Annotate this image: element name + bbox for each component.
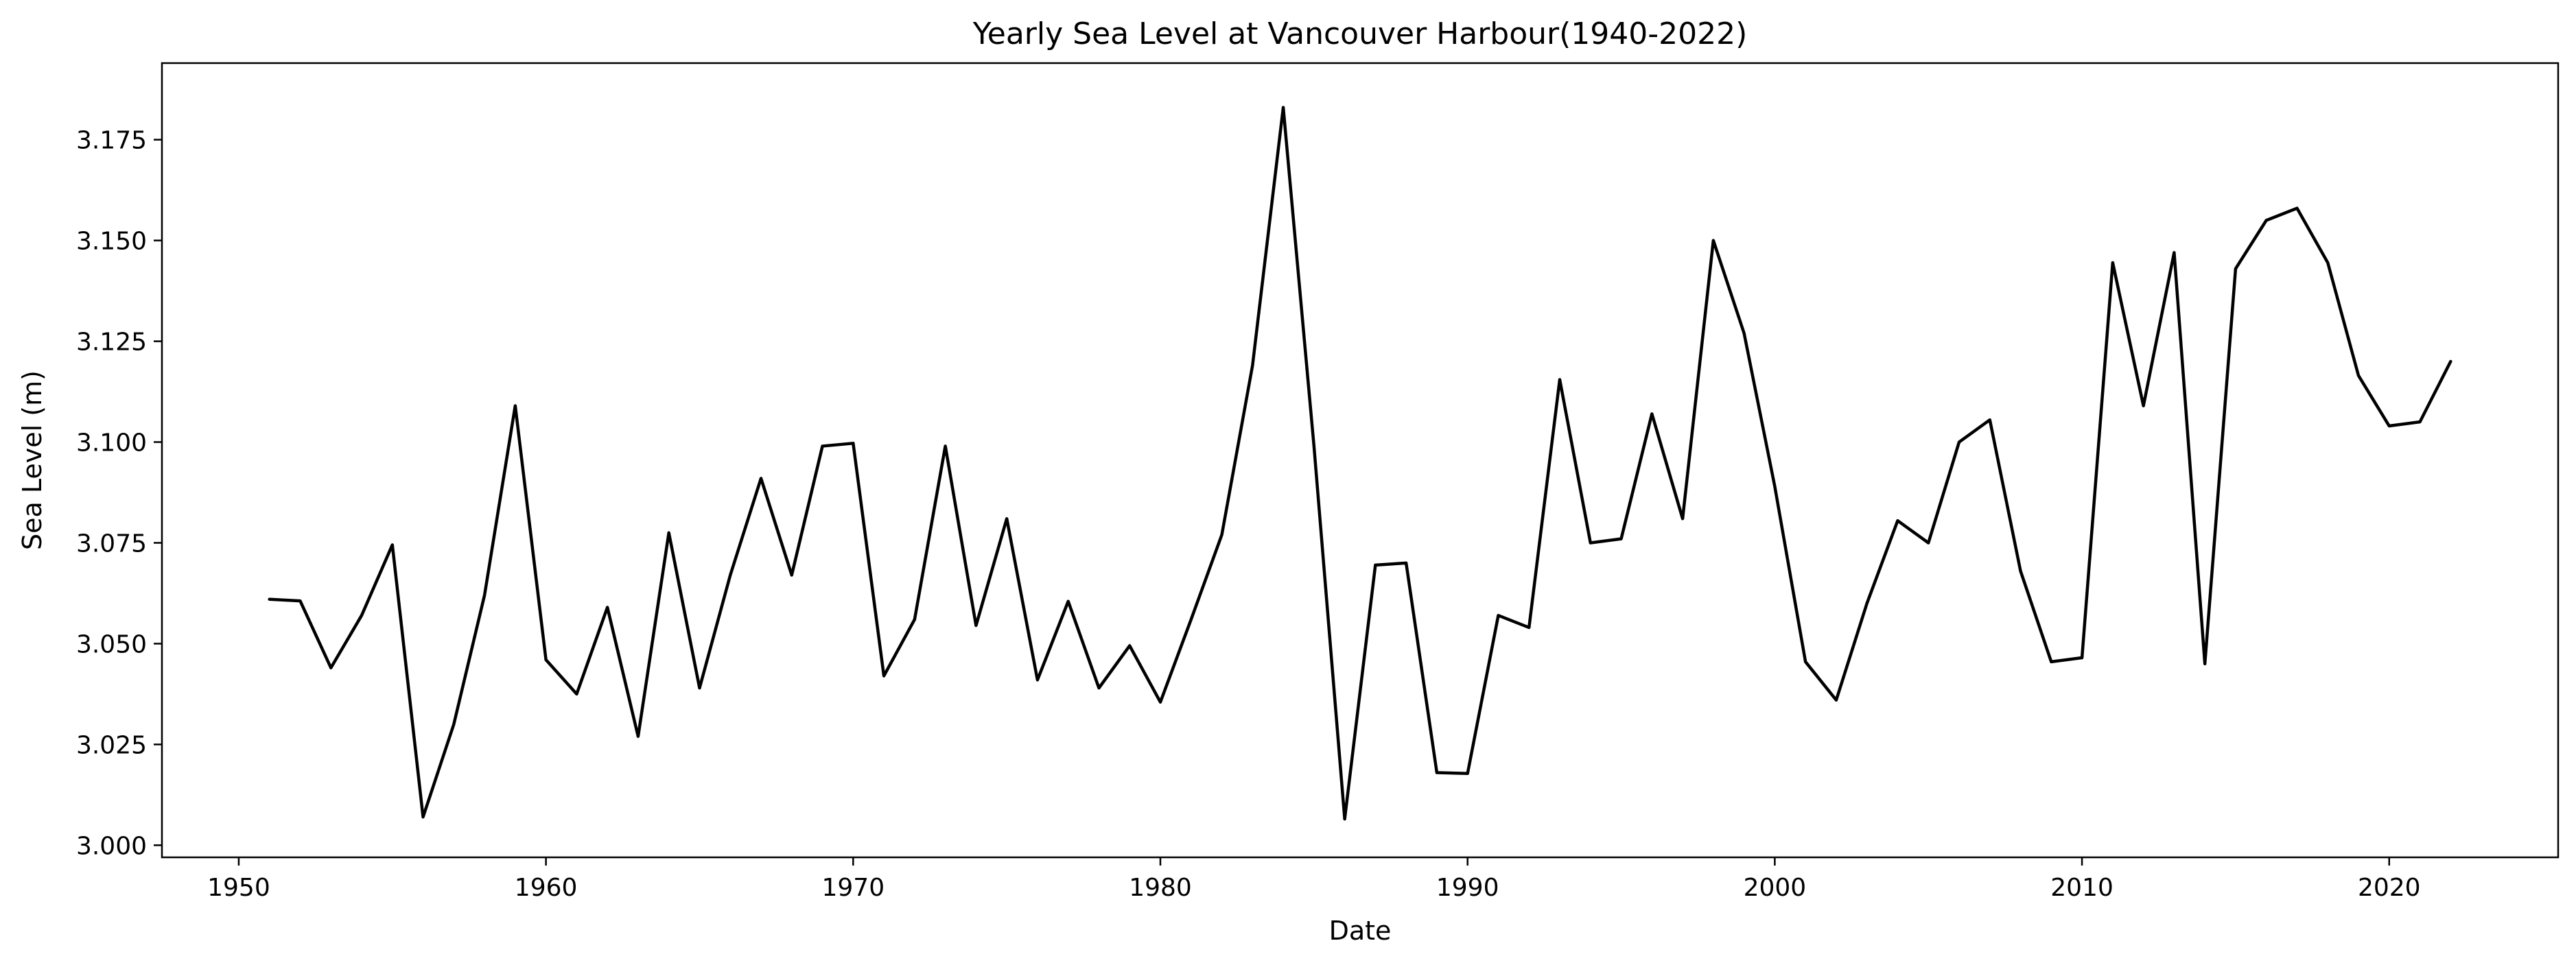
y-tick-label: 3.050 bbox=[76, 630, 147, 658]
x-axis-label: Date bbox=[1329, 916, 1392, 946]
y-tick-label: 3.025 bbox=[76, 731, 147, 759]
y-axis-label: Sea Level (m) bbox=[17, 370, 47, 550]
x-tick-label: 1970 bbox=[821, 874, 885, 902]
y-tick-label: 3.125 bbox=[76, 329, 147, 357]
x-tick-label: 1960 bbox=[515, 874, 578, 902]
x-tick-label: 2000 bbox=[1744, 874, 1807, 902]
plot-frame bbox=[161, 62, 2560, 859]
x-tick-label: 1990 bbox=[1436, 874, 1499, 902]
y-tick-label: 3.100 bbox=[76, 429, 147, 457]
x-axis: 1950 1960 1970 1980 1990 2000 2010 2020 bbox=[207, 857, 2421, 902]
x-tick-label: 2010 bbox=[2050, 874, 2114, 902]
y-tick-label: 3.150 bbox=[76, 228, 147, 256]
chart-title: Yearly Sea Level at Vancouver Harbour(19… bbox=[972, 16, 1748, 51]
x-tick-label: 1980 bbox=[1129, 874, 1192, 902]
y-tick-label: 3.175 bbox=[76, 127, 147, 155]
y-axis: 3.000 3.025 3.050 3.075 3.100 3.125 3.150 3.175 bbox=[76, 127, 162, 860]
y-tick-label: 3.000 bbox=[76, 832, 147, 860]
y-tick-label: 3.075 bbox=[76, 530, 147, 558]
x-tick-label: 2020 bbox=[2358, 874, 2421, 902]
x-tick-label: 1950 bbox=[207, 874, 270, 902]
sea-level-line bbox=[268, 106, 2452, 821]
